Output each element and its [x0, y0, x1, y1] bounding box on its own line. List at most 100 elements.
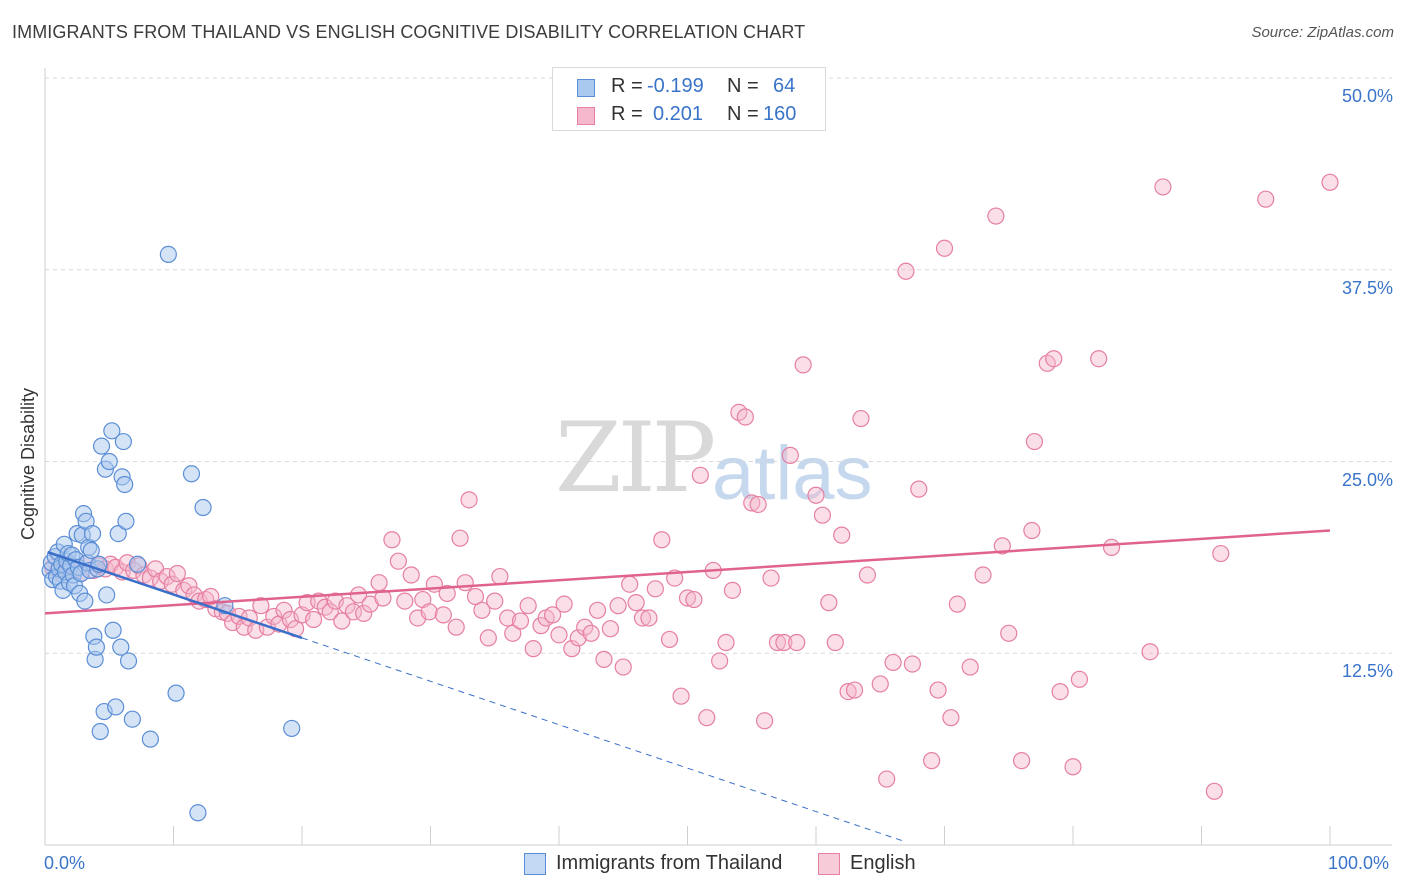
english-point [698, 709, 716, 727]
english-point [845, 681, 864, 699]
english-point [479, 629, 497, 647]
bottom-legend-label-english: English [850, 852, 916, 874]
english-trend-line [44, 529, 1331, 615]
english-point [504, 624, 522, 642]
english-point [304, 610, 323, 629]
english-point [180, 577, 198, 595]
legend-r-value: 0.201 [653, 103, 704, 125]
english-point [826, 633, 844, 652]
english-point [396, 592, 414, 610]
english-point [1012, 752, 1031, 770]
english-point [621, 575, 639, 593]
english-point [807, 486, 825, 504]
trend-lines [44, 529, 1331, 843]
english-point [434, 606, 452, 624]
english-point [961, 658, 979, 676]
legend-swatch-blue [577, 79, 595, 97]
english-point [511, 612, 530, 630]
thailand-point [82, 541, 100, 560]
english-point [349, 586, 368, 604]
english-point [451, 529, 469, 547]
english-point [569, 629, 587, 647]
legend-n-label: N = [727, 75, 759, 97]
thailand-point [123, 710, 141, 728]
y-tick-label: 37.5% [1341, 277, 1393, 298]
thailand-point [103, 422, 121, 440]
english-point [383, 531, 401, 549]
english-point [486, 592, 504, 610]
english-point [588, 601, 607, 619]
english-point [321, 603, 339, 621]
english-point [660, 630, 679, 649]
legend-r-value: -0.199 [647, 75, 704, 97]
thailand-point [128, 555, 147, 573]
english-point [609, 597, 627, 615]
thailand-point [91, 722, 109, 741]
chart-title: IMMIGRANTS FROM THAILAND VS ENGLISH COGN… [12, 22, 806, 42]
english-point [897, 262, 915, 280]
english-point [389, 552, 407, 570]
thailand-point [194, 498, 212, 517]
english-point [168, 564, 186, 583]
english-point [1064, 758, 1082, 776]
english-point [370, 574, 388, 592]
watermark-atlas: atlas [712, 431, 873, 516]
legend-r-label: R = [611, 75, 643, 97]
english-point [736, 408, 754, 426]
english-point [1051, 682, 1069, 701]
english-point [633, 609, 652, 627]
english-point [338, 597, 356, 615]
english-point [275, 601, 293, 619]
english-point [333, 612, 351, 630]
english-point [717, 633, 735, 652]
thailand-point [107, 698, 125, 716]
english-point [987, 207, 1005, 225]
english-point [813, 506, 832, 524]
legend-n-value: 160 [763, 103, 797, 125]
english-point [524, 640, 542, 658]
correlation-legend: R = -0.199 N = 64 R = 0.201 N = 160 [552, 67, 826, 131]
english-point [942, 709, 960, 727]
english-point [788, 633, 806, 652]
english-point [1257, 190, 1275, 208]
english-point [555, 595, 573, 613]
english-point [627, 594, 645, 612]
thailand-point [283, 719, 301, 738]
english-point [852, 409, 870, 428]
axes [44, 68, 1392, 846]
legend-r-label: R = [611, 103, 643, 125]
english-point [948, 595, 966, 613]
english-point [884, 653, 902, 672]
y-tick-label: 50.0% [1341, 86, 1393, 106]
english-point [974, 566, 992, 584]
english-point [582, 624, 600, 642]
english-point [723, 581, 742, 599]
english-point [1025, 432, 1044, 451]
english-point [1154, 178, 1172, 196]
english-point [903, 655, 921, 673]
thailand-point [116, 475, 134, 494]
english-point [563, 640, 581, 658]
english-point [595, 650, 613, 668]
english-point [820, 594, 838, 612]
english-point [878, 770, 896, 788]
thailand-point [109, 524, 127, 543]
english-point [1023, 521, 1041, 540]
y-tick-label: 25.0% [1341, 469, 1393, 490]
english-point [768, 633, 787, 652]
english-point [691, 466, 709, 484]
english-point [601, 620, 620, 638]
english-point [1000, 624, 1018, 642]
english-point [1045, 350, 1063, 368]
bottom-legend-swatch-pink [818, 853, 840, 875]
english-point [355, 604, 373, 622]
english-point [1321, 173, 1339, 191]
source-credit: Source: ZipAtlas.com [1251, 24, 1394, 41]
thailand-point [114, 432, 132, 451]
english-point [1090, 350, 1108, 368]
english-point [794, 356, 812, 374]
english-point [1212, 544, 1230, 563]
legend-row-thailand: R = -0.199 N = 64 [553, 72, 825, 102]
english-point [839, 682, 857, 701]
thailand-point [112, 638, 130, 656]
